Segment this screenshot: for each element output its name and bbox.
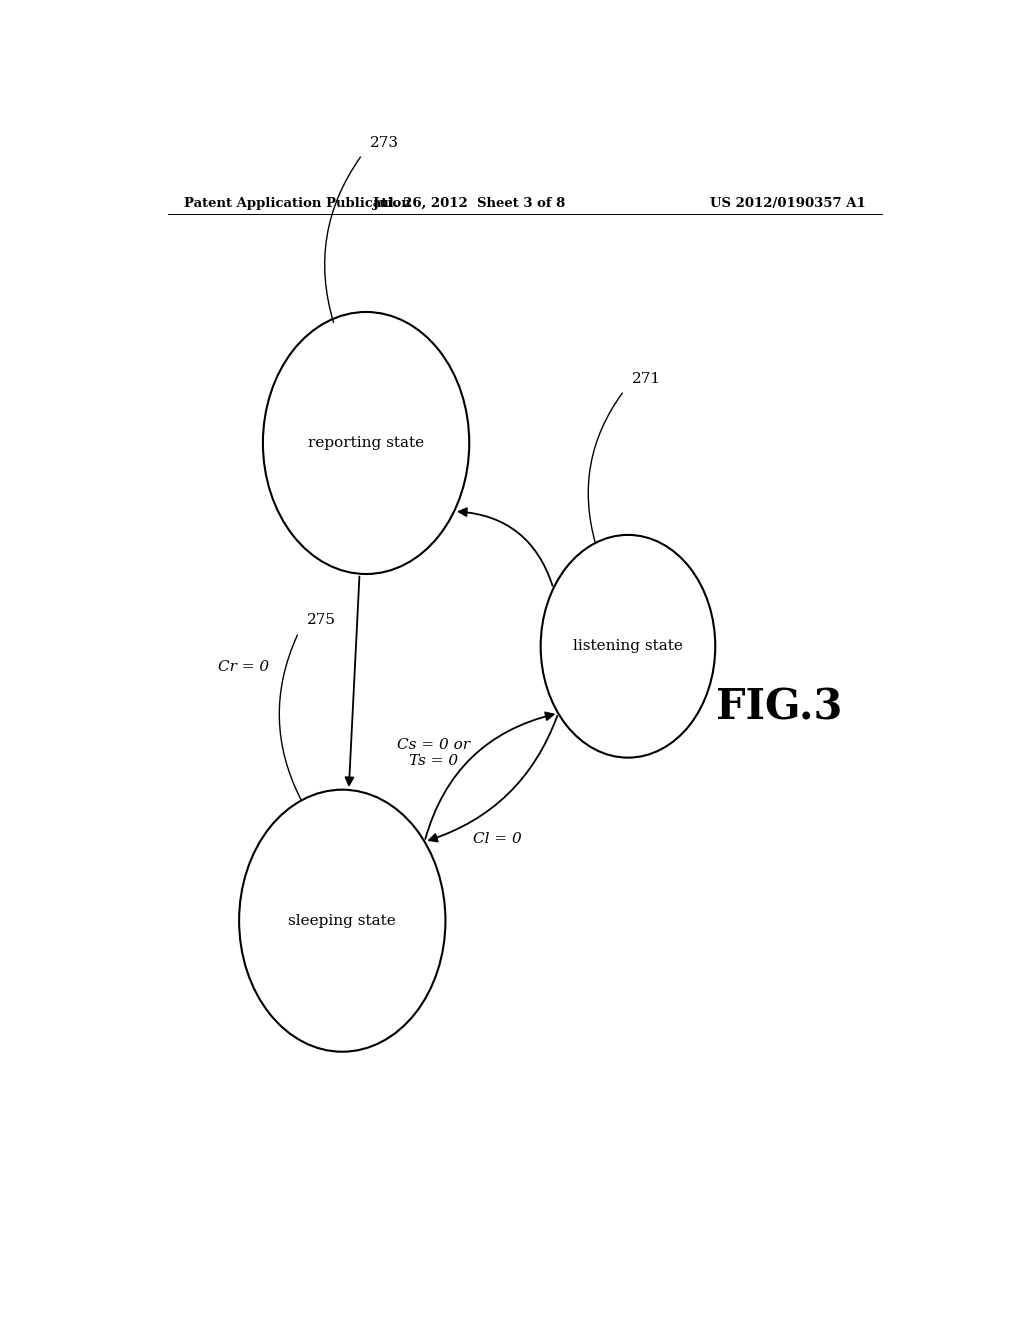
Text: sleeping state: sleeping state — [289, 913, 396, 928]
Text: 275: 275 — [306, 614, 336, 627]
Text: Cl = 0: Cl = 0 — [473, 833, 521, 846]
Text: US 2012/0190357 A1: US 2012/0190357 A1 — [711, 197, 866, 210]
Text: 273: 273 — [370, 136, 399, 149]
Ellipse shape — [240, 789, 445, 1052]
Text: Cs = 0 or
Ts = 0: Cs = 0 or Ts = 0 — [397, 738, 470, 768]
Text: Cr = 0: Cr = 0 — [217, 660, 268, 673]
Text: reporting state: reporting state — [308, 436, 424, 450]
Ellipse shape — [541, 535, 716, 758]
Text: FIG.3: FIG.3 — [716, 686, 842, 729]
Text: Jul. 26, 2012  Sheet 3 of 8: Jul. 26, 2012 Sheet 3 of 8 — [373, 197, 565, 210]
Text: listening state: listening state — [573, 639, 683, 653]
Text: 271: 271 — [632, 372, 662, 385]
Ellipse shape — [263, 312, 469, 574]
Text: Patent Application Publication: Patent Application Publication — [183, 197, 411, 210]
